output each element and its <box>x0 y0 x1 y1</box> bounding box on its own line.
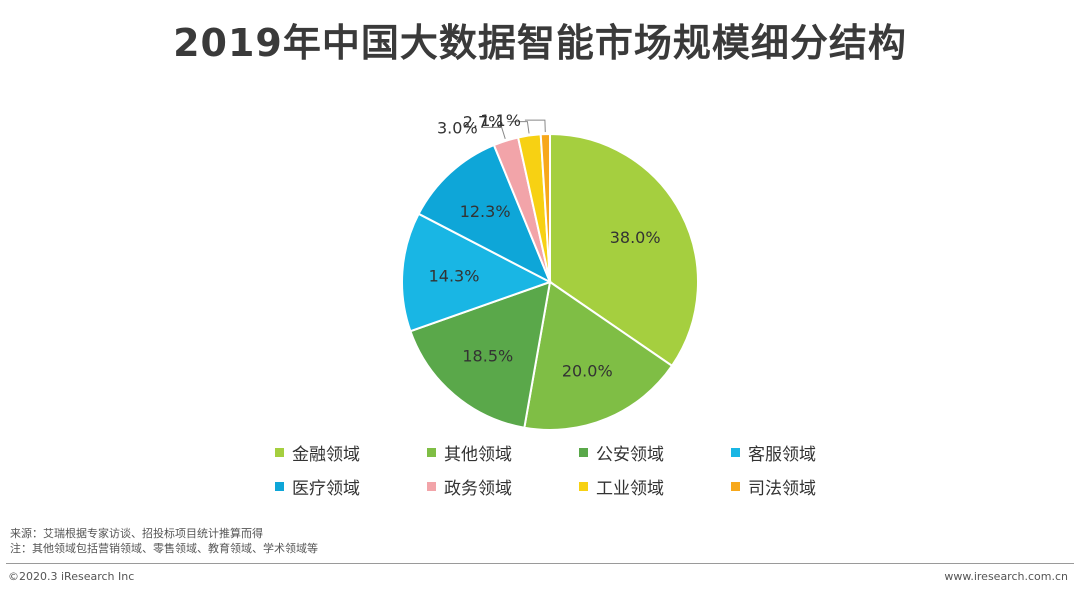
slice-label-6: 3.0% <box>437 118 478 137</box>
slice-label-3: 18.5% <box>462 346 513 365</box>
footer-divider <box>6 563 1074 564</box>
pie-slice-2 <box>523 280 674 431</box>
legend-swatch-4 <box>731 447 740 457</box>
chart-legend: 金融领域 其他领域 公安领域 客服领域医疗领域 政务领域 工业领域 司法领域 <box>275 440 875 499</box>
legend-label-2: 其他领域 <box>444 444 512 465</box>
leader-line-6 <box>481 126 506 139</box>
legend-swatch-8 <box>731 481 740 491</box>
slice-label-8: 1.1% <box>480 111 521 130</box>
source-note: 来源：艾瑞根据专家访谈、招投标项目统计推算而得 <box>10 527 263 540</box>
legend-label-8: 司法领域 <box>748 478 816 499</box>
pie-slice-3 <box>409 280 552 429</box>
legend-label-7: 工业领域 <box>596 478 664 499</box>
legend-swatch-3 <box>579 447 588 457</box>
slice-label-4: 14.3% <box>429 266 480 285</box>
legend-item-2: 其他领域 <box>427 440 579 465</box>
scope-note: 注：其他领域包括营销领域、零售领域、教育领域、学术领域等 <box>10 542 318 555</box>
legend-item-5: 医疗领域 <box>275 474 427 499</box>
copyright: ©2020.3 iResearch Inc <box>8 570 135 583</box>
slice-label-7: 2.7% <box>463 113 504 132</box>
legend-swatch-7 <box>579 481 588 491</box>
leader-line-8 <box>524 119 546 133</box>
pie-slice-4 <box>401 212 553 333</box>
legend-item-3: 公安领域 <box>579 440 731 465</box>
chart-title: 2019年中国大数据智能市场规模细分结构 <box>173 21 907 65</box>
pie-slice-8 <box>539 132 551 283</box>
pie-slice-1 <box>549 132 699 368</box>
website: www.iresearch.com.cn <box>944 570 1068 583</box>
legend-label-1: 金融领域 <box>292 444 360 465</box>
legend-swatch-2 <box>427 447 436 457</box>
pie-slice-5 <box>417 143 552 285</box>
legend-label-6: 政务领域 <box>444 478 512 499</box>
legend-swatch-1 <box>275 447 284 457</box>
legend-swatch-5 <box>275 481 284 491</box>
legend-item-1: 金融领域 <box>275 440 427 465</box>
footnotes: 来源：艾瑞根据专家访谈、招投标项目统计推算而得 注：其他领域包括营销领域、零售领… <box>10 526 318 556</box>
legend-item-8: 司法领域 <box>731 474 883 499</box>
legend-label-5: 医疗领域 <box>292 478 360 499</box>
slice-label-2: 20.0% <box>562 362 613 381</box>
legend-swatch-6 <box>427 481 436 491</box>
legend-label-3: 公安领域 <box>596 444 664 465</box>
slice-label-1: 38.0% <box>610 228 661 247</box>
legend-item-7: 工业领域 <box>579 474 731 499</box>
legend-label-4: 客服领域 <box>748 444 816 465</box>
leader-line-7 <box>507 121 530 134</box>
legend-item-4: 客服领域 <box>731 440 883 465</box>
legend-item-6: 政务领域 <box>427 474 579 499</box>
slice-label-5: 12.3% <box>460 202 511 221</box>
